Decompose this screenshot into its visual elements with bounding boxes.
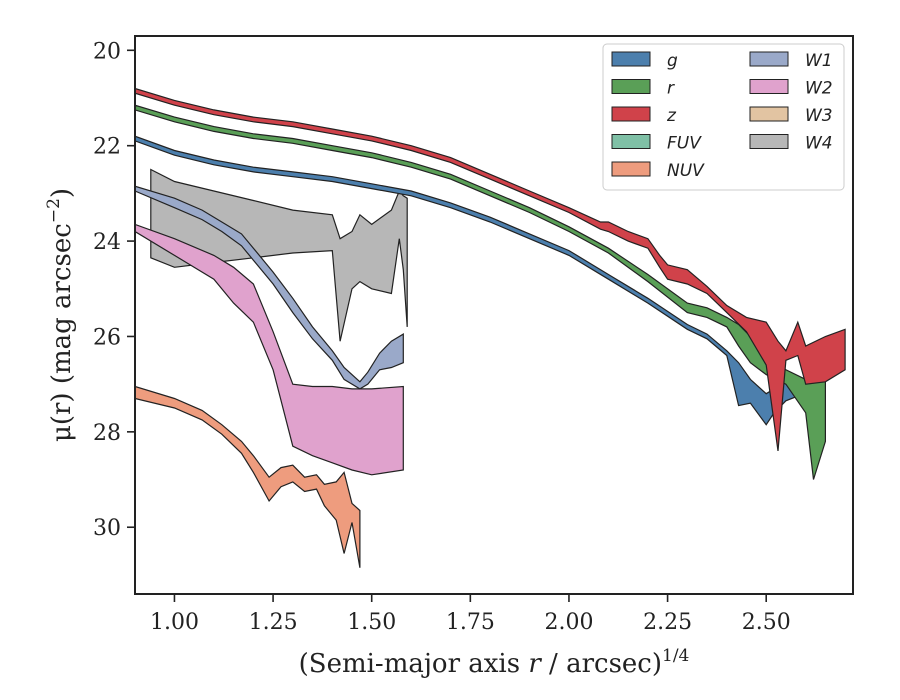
band-w1 bbox=[135, 185, 404, 390]
x-tick-label: 2.25 bbox=[643, 610, 692, 635]
x-tick-label: 2.50 bbox=[742, 610, 791, 635]
y-tick-label: 20 bbox=[93, 39, 121, 64]
legend-label-g: g bbox=[667, 51, 678, 71]
x-tick-label: 1.00 bbox=[150, 610, 199, 635]
x-tick-label: 1.50 bbox=[347, 610, 396, 635]
band-z bbox=[135, 87, 846, 451]
y-tick-label: 30 bbox=[93, 516, 121, 541]
y-tick-label: 28 bbox=[93, 421, 121, 446]
legend-swatch-w3 bbox=[749, 106, 789, 122]
band-nuv bbox=[135, 385, 361, 568]
legend-label-w2: W2 bbox=[805, 79, 833, 99]
legend-label-w1: W1 bbox=[805, 51, 833, 71]
axis-ticks: 1.00 1.25 1.50 1.75 2.00 2.25 2.50 20 22 24 26 28 30 bbox=[93, 39, 791, 635]
series-bands bbox=[135, 87, 846, 568]
legend-label-z: z bbox=[666, 106, 677, 126]
band-r bbox=[135, 104, 826, 480]
legend-swatch-w1 bbox=[749, 51, 789, 67]
legend-label-fuv: FUV bbox=[667, 134, 702, 154]
legend-label-w3: W3 bbox=[805, 106, 833, 126]
band-w2 bbox=[135, 223, 404, 476]
legend-swatch-nuv bbox=[611, 161, 651, 177]
band-w4 bbox=[150, 168, 408, 342]
legend-label-r: r bbox=[667, 79, 675, 99]
x-axis-label: (Semi-major axis r / arcsec)1/4 bbox=[299, 646, 690, 679]
legend-swatch-w2 bbox=[749, 79, 789, 94]
legend-swatch-g bbox=[611, 51, 651, 67]
x-tick-label: 1.25 bbox=[249, 610, 298, 635]
x-tick-label: 1.75 bbox=[446, 610, 495, 635]
legend-swatch-w4 bbox=[749, 134, 789, 149]
y-tick-label: 24 bbox=[93, 230, 121, 255]
x-tick-label: 2.00 bbox=[544, 610, 593, 635]
legend-label-w4: W4 bbox=[805, 134, 833, 154]
y-axis-label: μ(r) (mag arcsec−2) bbox=[44, 188, 77, 442]
plot-frame bbox=[134, 35, 854, 595]
legend-swatch-z bbox=[611, 106, 651, 122]
y-tick-label: 22 bbox=[93, 135, 121, 160]
legend: grz FUV NUV W1 W2 W3 W4 bbox=[602, 43, 845, 191]
legend-label-nuv: NUV bbox=[667, 161, 705, 181]
legend-swatch-fuv bbox=[611, 134, 651, 149]
legend-swatch-r bbox=[611, 79, 651, 94]
y-tick-label: 26 bbox=[93, 325, 121, 350]
